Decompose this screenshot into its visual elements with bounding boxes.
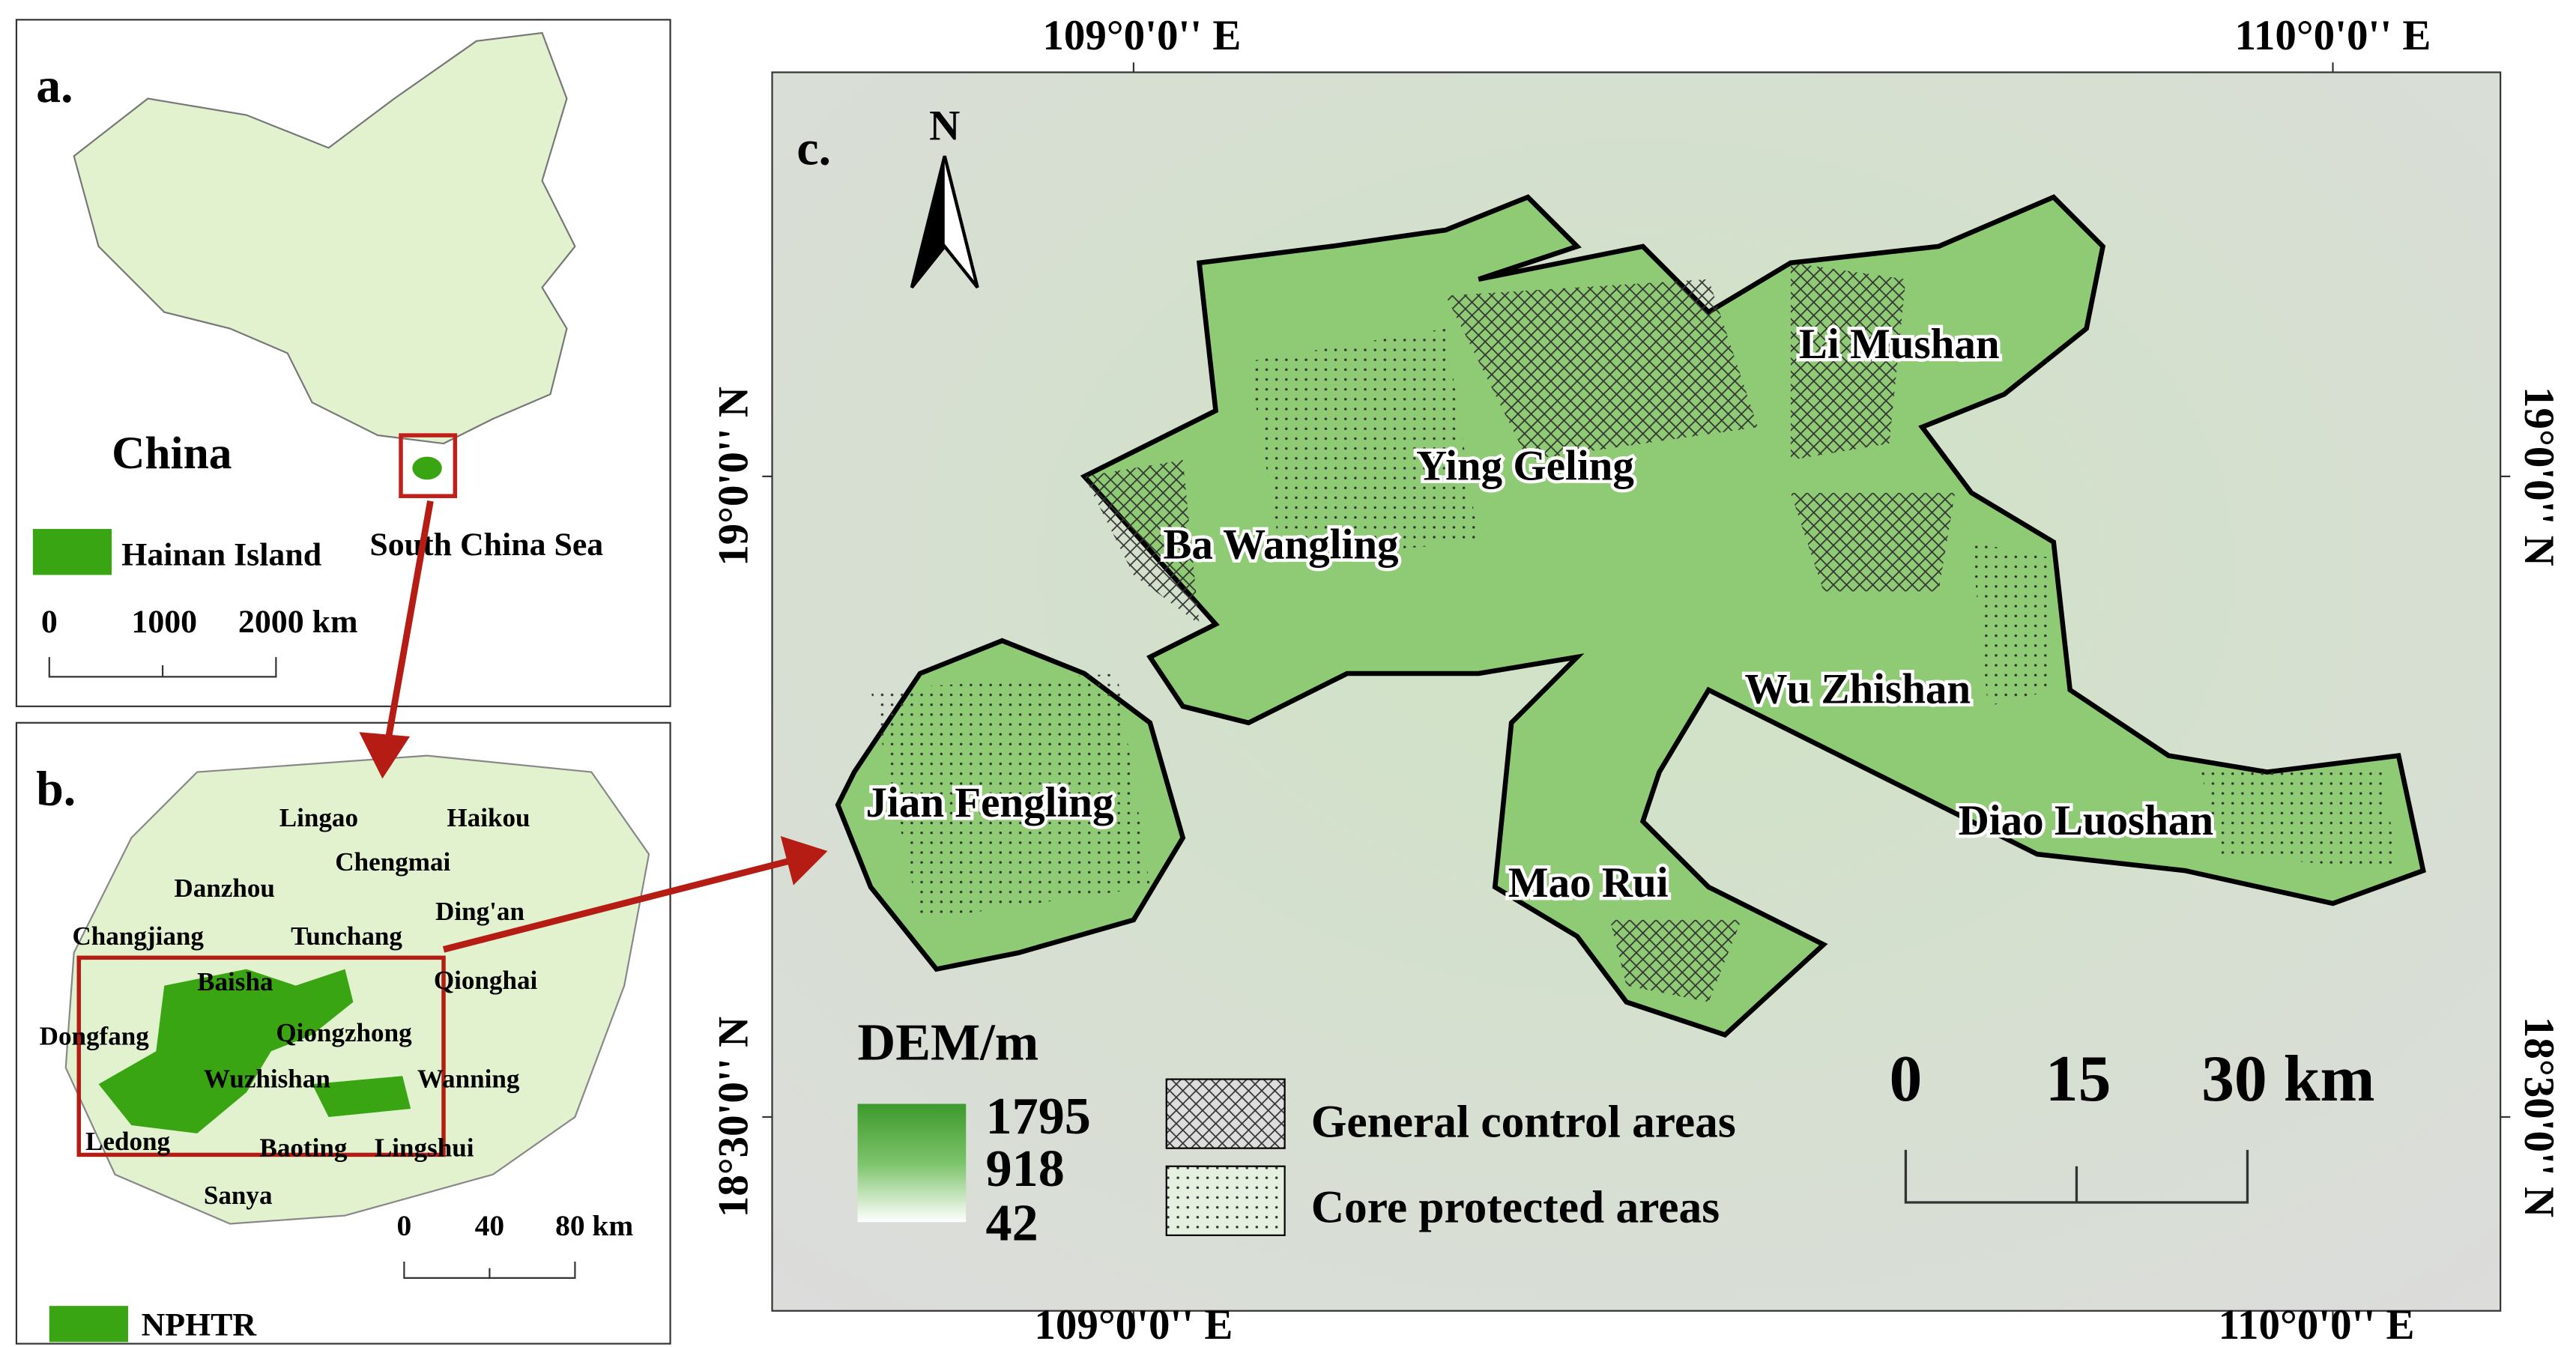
lon-label: 110°0'0'' E	[2235, 12, 2431, 59]
legend-label: Core protected areas	[1311, 1181, 1720, 1232]
core-protected	[871, 328, 2399, 920]
place-label: Ledong	[85, 1127, 171, 1156]
legend-swatch	[32, 529, 112, 575]
reserve-label: Diao Luoshan	[1959, 797, 2214, 844]
place-label: Tunchang	[291, 921, 402, 951]
place-label: Chengmai	[335, 847, 450, 877]
lon-label: 110°0'0'' E	[2219, 1301, 2415, 1347]
scale-label: 15	[2046, 1042, 2111, 1115]
panel-label: c.	[796, 121, 831, 175]
scale-label: 2000 km	[238, 604, 358, 640]
general-control	[1084, 262, 1956, 1002]
panel-a: a. China Hainan Island South China Sea 0…	[15, 19, 671, 707]
legend-swatch	[49, 1306, 129, 1343]
scale-label: 0	[1889, 1042, 1922, 1115]
sea-label: South China Sea	[369, 527, 603, 563]
place-label: Dongfang	[40, 1022, 150, 1051]
place-label: Changjiang	[72, 921, 204, 951]
place-label: Wanning	[417, 1065, 520, 1094]
arrows	[359, 500, 828, 953]
place-label: Wuzhishan	[204, 1065, 330, 1094]
scale-bar	[1904, 1149, 2249, 1204]
reserve-label: Jian Fengling	[866, 779, 1114, 826]
north-label: N	[929, 102, 960, 149]
dem-value: 1795	[986, 1087, 1091, 1145]
scale-label: 40	[475, 1209, 504, 1242]
arrow	[384, 500, 434, 743]
legend-swatch	[1165, 1078, 1286, 1149]
place-label: Ding'an	[435, 897, 524, 926]
legend-label: General control areas	[1311, 1096, 1736, 1147]
lat-label: 19°0'0'' N	[710, 387, 758, 566]
lat-label: 19°0'0'' N	[2515, 387, 2563, 566]
dem-ramp	[857, 1104, 967, 1223]
panel-label: a.	[36, 58, 73, 113]
place-label: Baisha	[197, 967, 273, 996]
panel-b: b. Lingao Haikou Chengmai Danzhou Ding'a…	[15, 721, 671, 1345]
study-box	[76, 955, 446, 1157]
nphtr-area	[98, 969, 411, 1133]
place-label: Sanya	[204, 1181, 273, 1210]
lon-label: 109°0'0'' E	[1034, 1301, 1233, 1347]
country-label: China	[112, 428, 232, 479]
reserve-label: Li Mushan	[1799, 321, 2000, 368]
scale-label: 0	[397, 1209, 412, 1242]
lat-label: 18°30'0'' N	[2515, 1017, 2563, 1217]
place-label: Qionghai	[434, 966, 538, 995]
reserve-label: Wu Zhishan	[1745, 665, 1971, 712]
china-shape	[73, 31, 576, 445]
reserve-label: Mao Rui	[1508, 859, 1669, 906]
panel-c: c. N Li Mushan Ying Geling Ba Wangling W…	[710, 12, 2563, 1347]
place-label: Qiongzhong	[276, 1018, 412, 1047]
scale-bar	[403, 1261, 576, 1279]
arrowhead	[359, 732, 411, 779]
place-label: Danzhou	[174, 874, 275, 903]
legend-label: NPHTR	[142, 1307, 258, 1343]
place-label: Baoting	[259, 1133, 347, 1163]
hainan-box	[399, 433, 458, 498]
arrow	[442, 856, 798, 953]
panel-label: b.	[36, 761, 76, 816]
reserve-label: Ba Wangling	[1163, 521, 1398, 569]
arrowhead	[780, 836, 828, 886]
lon-label: 109°0'0'' E	[1042, 12, 1241, 59]
legend-swatch	[1165, 1165, 1286, 1236]
scale-label: 1000	[131, 604, 197, 640]
place-label: Lingshui	[375, 1133, 474, 1163]
scale-label: 30 km	[2201, 1042, 2374, 1115]
graticule-ticks	[762, 62, 2511, 1321]
dem-value: 42	[986, 1193, 1038, 1252]
dem-title: DEM/m	[858, 1013, 1039, 1071]
scale-label: 80 km	[555, 1209, 633, 1242]
scale-bar	[48, 657, 277, 678]
lat-label: 18°30'0'' N	[710, 1017, 758, 1217]
legend-label: Hainan Island	[121, 536, 321, 572]
north-arrow	[911, 156, 945, 288]
place-label: Lingao	[279, 803, 358, 832]
reserves	[835, 194, 2426, 1038]
reserve-label: Ying Geling	[1416, 442, 1634, 489]
hainan	[412, 456, 442, 480]
scale-label: 0	[41, 604, 58, 640]
place-label: Haikou	[447, 803, 530, 832]
dem-value: 918	[986, 1139, 1065, 1198]
